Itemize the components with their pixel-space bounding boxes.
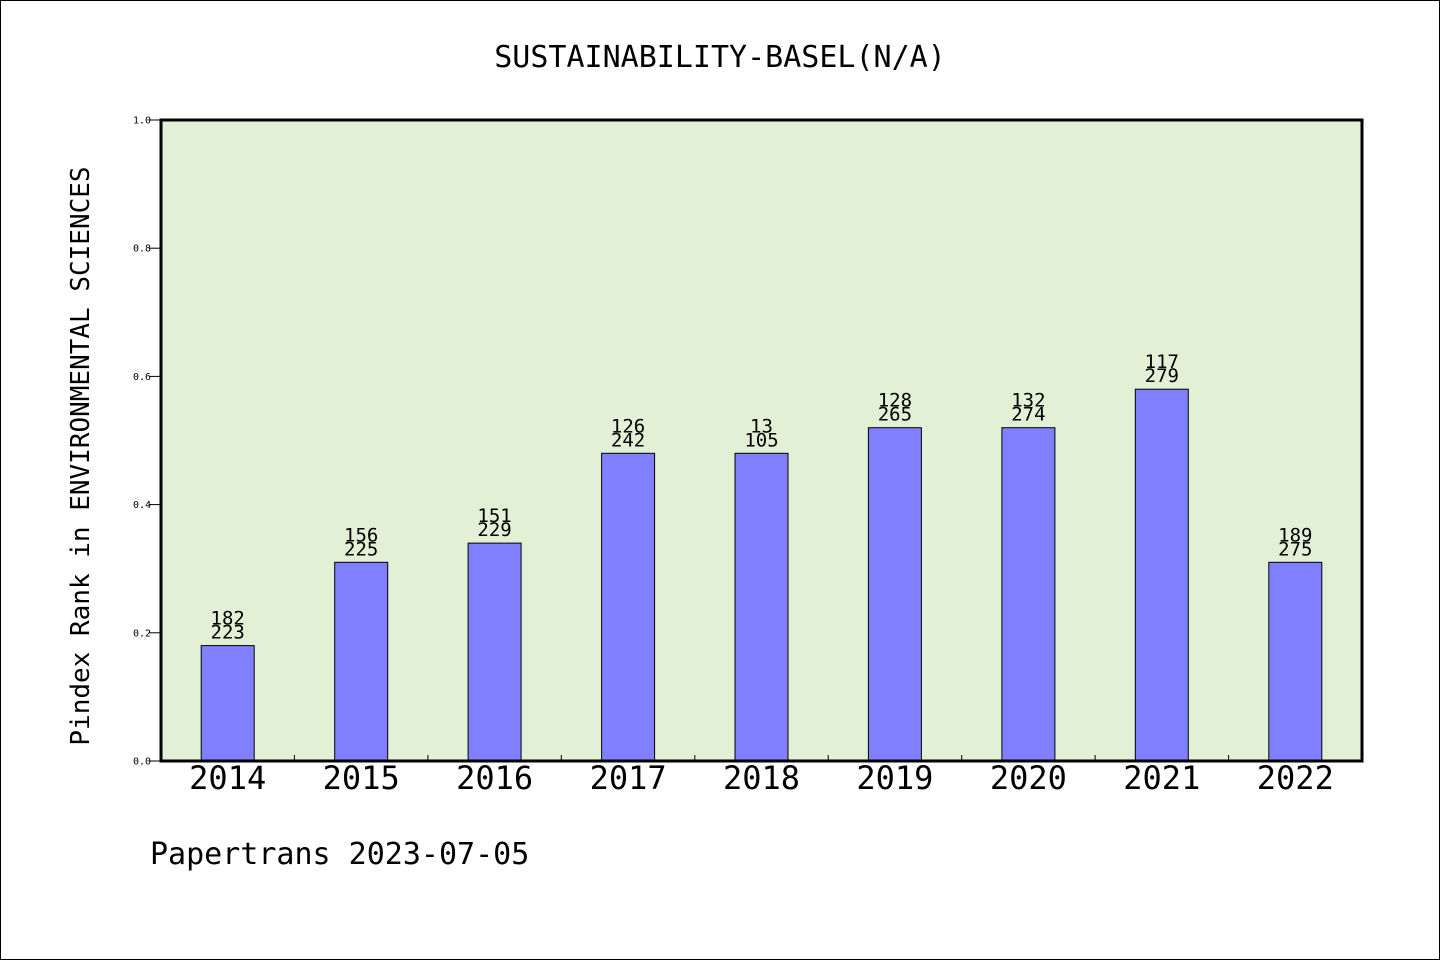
bar-label-bottom-2018: 105 <box>744 429 778 451</box>
x-tick-label-2020: 2020 <box>990 759 1067 797</box>
bar-2018 <box>734 452 789 762</box>
y-tick-label: 0.6 <box>133 372 151 383</box>
bar-2022 <box>1268 561 1323 762</box>
x-axis: 2014 2015 2016 2017 2018 2019 2020 2021 2022 <box>189 755 1334 797</box>
bar-2021 <box>1134 388 1189 762</box>
bar-label-top-2015: 156 <box>344 524 378 546</box>
bar-label-top-2018: 13 <box>750 415 773 437</box>
bar-2016 <box>467 542 522 762</box>
bar-labels: 1822231562251512291262421310512826513227… <box>211 351 1313 643</box>
y-axis: 0.0 0.2 0.4 0.6 0.8 1.0 <box>133 116 161 768</box>
bar-label-top-2020: 132 <box>1011 390 1045 412</box>
bar-label-bottom-2021: 279 <box>1145 365 1179 387</box>
bar-label-top-2014: 182 <box>211 608 245 630</box>
y-tick-label: 0.8 <box>133 244 151 255</box>
bar-2019 <box>867 427 922 762</box>
x-tick-label-2015: 2015 <box>323 759 400 797</box>
x-tick-label-2022: 2022 <box>1257 759 1334 797</box>
bar-label-top-2016: 151 <box>477 505 511 527</box>
bar-series <box>200 388 1323 762</box>
x-tick-label-2018: 2018 <box>723 759 800 797</box>
x-tick-label-2017: 2017 <box>590 759 667 797</box>
bar-label-top-2022: 189 <box>1278 524 1312 546</box>
y-tick-label: 0.0 <box>133 757 151 768</box>
bar-label-bottom-2022: 275 <box>1278 538 1312 560</box>
footer-credit: Papertrans 2023-07-05 <box>150 837 529 872</box>
y-tick-label: 0.2 <box>133 628 151 639</box>
x-tick-label-2021: 2021 <box>1123 759 1200 797</box>
y-axis-label: Pindex Rank in ENVIRONMENTAL SCIENCES <box>66 166 96 745</box>
x-tick-label-2016: 2016 <box>456 759 533 797</box>
bar-label-top-2021: 117 <box>1145 351 1179 373</box>
bar-label-bottom-2019: 265 <box>878 404 912 426</box>
bar-label-bottom-2015: 225 <box>344 538 378 560</box>
bar-label-bottom-2014: 223 <box>211 622 245 644</box>
bar-label-top-2017: 126 <box>611 415 645 437</box>
y-tick-label: 1.0 <box>133 116 151 127</box>
bar-label-bottom-2016: 229 <box>477 519 511 541</box>
bar-label-top-2019: 128 <box>878 390 912 412</box>
bar-2014 <box>200 645 255 762</box>
chart-title: SUSTAINABILITY-BASEL(N/A) <box>494 40 946 75</box>
plot-border <box>159 118 1364 763</box>
bar-label-bottom-2020: 274 <box>1011 404 1045 426</box>
y-tick-label: 0.4 <box>133 500 151 511</box>
x-tick-label-2014: 2014 <box>189 759 266 797</box>
bar-2020 <box>1001 427 1056 762</box>
bar-2015 <box>334 561 389 762</box>
x-tick-label-2019: 2019 <box>856 759 933 797</box>
bar-2017 <box>601 452 656 762</box>
bar-label-bottom-2017: 242 <box>611 429 645 451</box>
